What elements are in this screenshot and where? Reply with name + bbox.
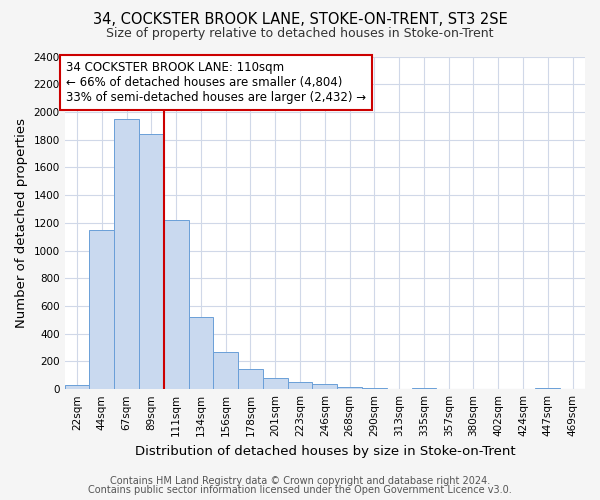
Y-axis label: Number of detached properties: Number of detached properties bbox=[15, 118, 28, 328]
Bar bbox=[214, 352, 238, 389]
Bar bbox=[89, 230, 114, 389]
Bar bbox=[313, 384, 337, 389]
Bar bbox=[535, 388, 560, 389]
Bar bbox=[412, 388, 436, 389]
Text: Contains public sector information licensed under the Open Government Licence v3: Contains public sector information licen… bbox=[88, 485, 512, 495]
X-axis label: Distribution of detached houses by size in Stoke-on-Trent: Distribution of detached houses by size … bbox=[134, 444, 515, 458]
Bar bbox=[287, 382, 313, 389]
Bar bbox=[114, 119, 139, 389]
Bar bbox=[263, 378, 287, 389]
Text: Contains HM Land Registry data © Crown copyright and database right 2024.: Contains HM Land Registry data © Crown c… bbox=[110, 476, 490, 486]
Bar bbox=[188, 317, 214, 389]
Bar bbox=[139, 134, 164, 389]
Bar bbox=[337, 387, 362, 389]
Bar bbox=[238, 368, 263, 389]
Bar bbox=[65, 385, 89, 389]
Bar bbox=[164, 220, 188, 389]
Bar bbox=[362, 388, 387, 389]
Text: 34, COCKSTER BROOK LANE, STOKE-ON-TRENT, ST3 2SE: 34, COCKSTER BROOK LANE, STOKE-ON-TRENT,… bbox=[92, 12, 508, 28]
Text: Size of property relative to detached houses in Stoke-on-Trent: Size of property relative to detached ho… bbox=[106, 28, 494, 40]
Text: 34 COCKSTER BROOK LANE: 110sqm
← 66% of detached houses are smaller (4,804)
33% : 34 COCKSTER BROOK LANE: 110sqm ← 66% of … bbox=[66, 60, 366, 104]
